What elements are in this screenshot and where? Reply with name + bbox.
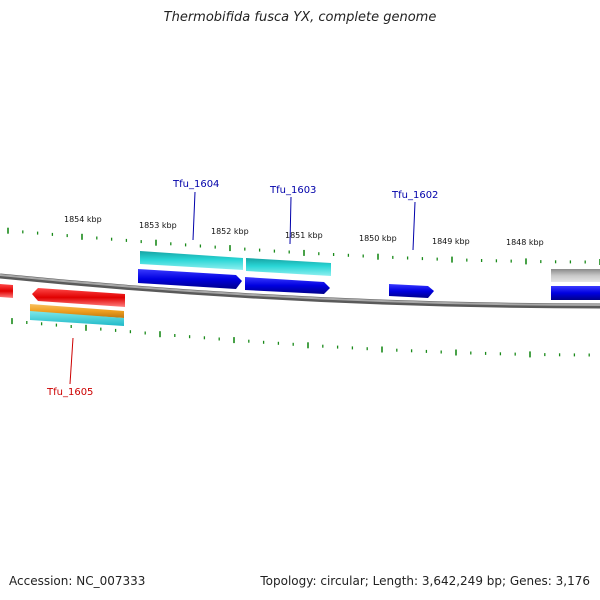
gene-tfu1605-orange[interactable] (30, 304, 124, 318)
kbp-label-1850: 1850 kbp (359, 234, 397, 243)
gene-tfu1605-cds[interactable] (32, 288, 125, 307)
kbp-label-1853: 1853 kbp (139, 221, 177, 230)
gene-tfu1603-cds[interactable] (245, 277, 330, 294)
kbp-label-1848: 1848 kbp (506, 238, 544, 247)
upper-tick-track (7, 227, 600, 265)
label-tfu1604[interactable]: Tfu_1604 (172, 179, 219, 190)
leader-tfu1604 (192, 191, 196, 241)
kbp-label-1852: 1852 kbp (211, 227, 249, 236)
genome-summary-text: Topology: circular; Length: 3,642,249 bp… (260, 574, 590, 588)
lower-tick-track (11, 318, 590, 358)
gene-tfu1602-cds[interactable] (389, 284, 434, 298)
kbp-label-1854: 1854 kbp (64, 215, 102, 224)
label-tfu1605[interactable]: Tfu_1605 (46, 387, 93, 398)
gene-tfu1603-cyan[interactable] (246, 258, 331, 276)
leader-tfu1603 (289, 196, 292, 245)
gene-right-blue[interactable] (551, 286, 600, 300)
leader-tfu1605 (69, 337, 74, 385)
kbp-label-1849: 1849 kbp (432, 237, 470, 246)
gene-tfu1604-cds[interactable] (138, 269, 242, 289)
gene-tfu1604-cyan[interactable] (140, 251, 243, 270)
label-tfu1603[interactable]: Tfu_1603 (269, 185, 316, 196)
leader-tfu1602 (412, 201, 416, 251)
accession-text: Accession: NC_007333 (9, 574, 146, 588)
label-tfu1602[interactable]: Tfu_1602 (391, 190, 438, 201)
gene-right-grey[interactable] (551, 269, 600, 282)
gene-tfu1605-cyan[interactable] (30, 311, 124, 326)
gene-left-edge-red[interactable] (0, 284, 13, 298)
kbp-label-1851: 1851 kbp (285, 231, 323, 240)
map-title: Thermobifida fusca YX, complete genome (163, 10, 437, 25)
